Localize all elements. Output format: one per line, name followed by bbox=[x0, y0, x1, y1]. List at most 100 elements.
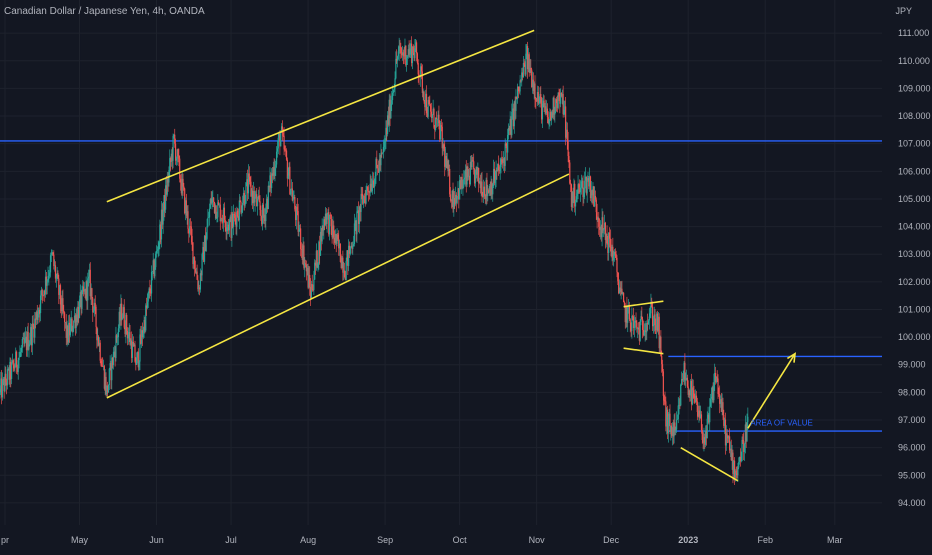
candle-body bbox=[730, 448, 732, 461]
candle-body bbox=[646, 322, 648, 333]
candle-body bbox=[10, 361, 12, 379]
candle-body bbox=[562, 93, 564, 115]
candle-body bbox=[59, 285, 62, 305]
candle-body bbox=[647, 320, 650, 324]
candle-body bbox=[710, 396, 712, 399]
candle-body bbox=[94, 302, 96, 307]
candle-body bbox=[68, 322, 71, 336]
candle-body bbox=[355, 220, 357, 235]
candle-body bbox=[67, 325, 69, 343]
candle-body bbox=[648, 316, 650, 321]
candle-body bbox=[662, 371, 664, 396]
candle-body bbox=[498, 170, 500, 172]
candle-body bbox=[165, 185, 168, 195]
candle-body bbox=[741, 439, 743, 461]
candle-body bbox=[155, 253, 157, 268]
candle-body bbox=[516, 96, 518, 100]
candles-layer bbox=[0, 36, 749, 486]
candle-body bbox=[244, 203, 246, 206]
candle-body bbox=[453, 198, 455, 210]
candle-body bbox=[9, 361, 11, 380]
candle-body bbox=[389, 99, 391, 119]
candle-body bbox=[618, 287, 621, 294]
x-tick-label: May bbox=[71, 535, 89, 545]
candle-body bbox=[720, 399, 722, 412]
candle-body bbox=[321, 225, 323, 242]
candle-body bbox=[82, 286, 84, 290]
candle-body bbox=[362, 196, 365, 204]
candle-body bbox=[329, 214, 332, 216]
candle-body bbox=[582, 180, 584, 198]
candle-body bbox=[291, 188, 293, 201]
candle-body bbox=[569, 162, 571, 184]
candle-body bbox=[497, 163, 500, 171]
candle-body bbox=[247, 173, 250, 194]
candle-body bbox=[420, 66, 422, 78]
candle-body bbox=[673, 422, 675, 437]
candle-body bbox=[64, 322, 67, 323]
y-tick-label: 94.000 bbox=[898, 498, 926, 508]
candle-body bbox=[427, 99, 429, 117]
candle-body bbox=[446, 160, 448, 169]
candle-body bbox=[215, 205, 217, 219]
candle-body bbox=[349, 246, 351, 254]
candle-body bbox=[196, 271, 198, 280]
candle-body bbox=[597, 217, 599, 220]
candle-body bbox=[360, 193, 362, 212]
candle-body bbox=[252, 190, 255, 204]
candle-body bbox=[280, 126, 283, 133]
candle-body bbox=[678, 405, 680, 406]
candle-body bbox=[430, 105, 432, 112]
candle-body bbox=[209, 199, 211, 209]
candle-body bbox=[564, 106, 566, 110]
candle-body bbox=[533, 83, 535, 91]
candle-body bbox=[293, 197, 295, 199]
candle-body bbox=[488, 190, 490, 193]
candle-body bbox=[743, 444, 746, 452]
price-axis-bg bbox=[882, 0, 932, 550]
candle-body bbox=[250, 181, 252, 197]
candle-body bbox=[217, 202, 219, 218]
candle-body bbox=[69, 324, 71, 336]
candle-body bbox=[545, 106, 547, 114]
candle-body bbox=[267, 185, 269, 210]
candle-body bbox=[6, 369, 9, 386]
candle-body bbox=[386, 115, 389, 135]
candle-body bbox=[261, 204, 264, 225]
candle-body bbox=[448, 168, 450, 172]
time-axis-bg bbox=[0, 525, 932, 550]
candle-body bbox=[542, 100, 544, 104]
candle-body bbox=[344, 277, 346, 281]
candle-body bbox=[712, 387, 714, 401]
candle-body bbox=[198, 287, 201, 290]
candle-body bbox=[105, 376, 107, 395]
candle-body bbox=[25, 336, 28, 351]
candle-body bbox=[112, 357, 114, 366]
candle-body bbox=[186, 211, 188, 216]
candle-body bbox=[666, 409, 669, 434]
candle-body bbox=[156, 250, 158, 251]
candle-body bbox=[598, 226, 601, 230]
candle-body bbox=[468, 175, 471, 185]
candle-body bbox=[553, 97, 555, 115]
candle-body bbox=[212, 197, 214, 199]
candle-body bbox=[106, 385, 108, 395]
candle-body bbox=[594, 195, 596, 207]
candle-body bbox=[394, 78, 396, 89]
candle-body bbox=[590, 190, 592, 199]
candle-body bbox=[174, 134, 176, 144]
candle-body bbox=[616, 257, 618, 273]
candle-body bbox=[507, 128, 510, 136]
candle-body bbox=[222, 218, 224, 223]
candle-body bbox=[366, 187, 368, 190]
candle-body bbox=[559, 96, 561, 104]
candle-body bbox=[164, 195, 166, 210]
candle-body bbox=[556, 103, 558, 108]
candle-body bbox=[211, 198, 213, 203]
candle-body bbox=[668, 413, 670, 417]
candle-body bbox=[231, 213, 233, 238]
candle-body bbox=[332, 225, 334, 238]
candle-body bbox=[629, 319, 631, 323]
